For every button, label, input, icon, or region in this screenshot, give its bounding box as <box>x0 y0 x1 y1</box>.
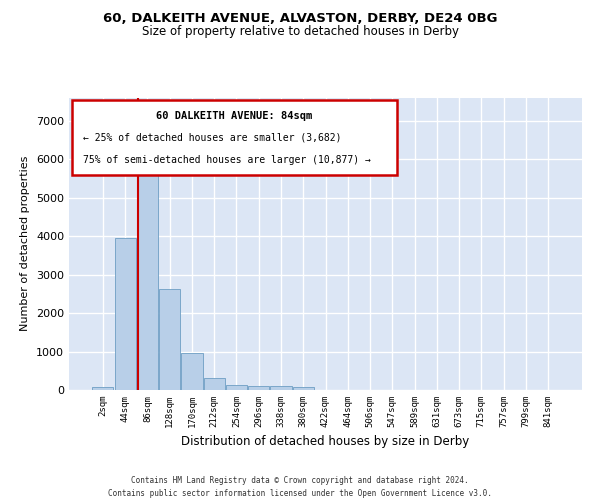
Bar <box>293 387 314 390</box>
Text: Size of property relative to detached houses in Derby: Size of property relative to detached ho… <box>142 25 458 38</box>
Bar <box>203 378 225 390</box>
Bar <box>181 354 203 390</box>
Bar <box>271 386 292 390</box>
Text: 75% of semi-detached houses are larger (10,877) →: 75% of semi-detached houses are larger (… <box>83 154 371 164</box>
Bar <box>226 385 247 390</box>
Text: 60, DALKEITH AVENUE, ALVASTON, DERBY, DE24 0BG: 60, DALKEITH AVENUE, ALVASTON, DERBY, DE… <box>103 12 497 26</box>
Bar <box>137 137 158 390</box>
Bar <box>248 386 269 390</box>
Text: 60 DALKEITH AVENUE: 84sqm: 60 DALKEITH AVENUE: 84sqm <box>157 110 313 120</box>
Text: Contains HM Land Registry data © Crown copyright and database right 2024.
Contai: Contains HM Land Registry data © Crown c… <box>108 476 492 498</box>
Text: ← 25% of detached houses are smaller (3,682): ← 25% of detached houses are smaller (3,… <box>83 132 341 142</box>
Bar <box>92 387 113 390</box>
Y-axis label: Number of detached properties: Number of detached properties <box>20 156 31 332</box>
Bar <box>115 238 136 390</box>
FancyBboxPatch shape <box>71 100 397 175</box>
Bar <box>159 289 180 390</box>
X-axis label: Distribution of detached houses by size in Derby: Distribution of detached houses by size … <box>181 436 470 448</box>
